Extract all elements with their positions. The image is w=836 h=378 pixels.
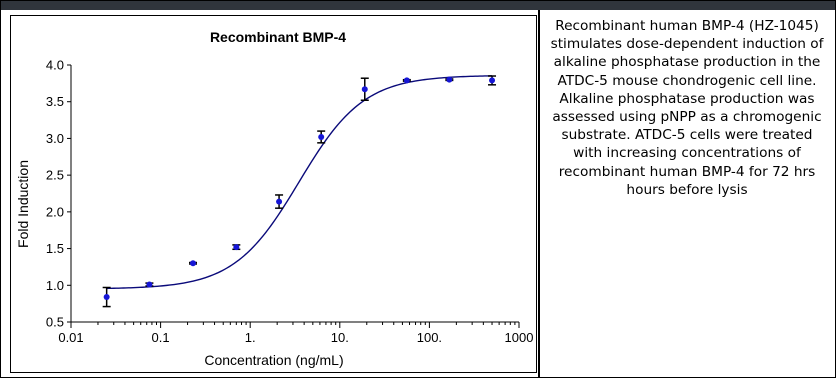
y-tick-label: 2.5 — [46, 168, 64, 183]
y-tick-label: 1.5 — [46, 241, 64, 256]
axes: 0.5 1.0 1.5 2.0 2.5 3.0 3.5 4.0 0.01 0.1 1. 10. 100.… — [46, 58, 534, 346]
x-tick-label: 100. — [417, 330, 442, 345]
fit-curve — [106, 75, 493, 290]
data-point — [446, 76, 453, 83]
data-point — [403, 77, 410, 84]
x-tick-label: 0.1 — [152, 330, 170, 345]
y-tick-label: 1.0 — [46, 278, 64, 293]
y-tick-label: 2.0 — [46, 204, 64, 219]
figure-description: Recombinant human BMP-4 (HZ-1045) stimul… — [550, 18, 824, 198]
x-tick-label: 1. — [245, 330, 256, 345]
y-tick-label: 4.0 — [46, 58, 64, 73]
data-point — [276, 198, 283, 205]
data-point — [489, 77, 496, 84]
y-tick-label: 0.5 — [46, 315, 64, 330]
data-points-layer — [102, 75, 497, 308]
x-tick-label: 1000 — [505, 330, 534, 345]
data-point — [318, 133, 325, 140]
data-point — [233, 244, 240, 251]
dose-response-chart: Recombinant BMP-4 Fold Induction Concent… — [15, 29, 534, 368]
x-tick-label: 0.01 — [58, 330, 83, 345]
chart-title: Recombinant BMP-4 — [210, 29, 346, 45]
fit-curve-layer — [106, 75, 493, 290]
y-tick-label: 3.0 — [46, 131, 64, 146]
y-axis-title: Fold Induction — [15, 160, 31, 248]
data-point — [146, 281, 153, 288]
data-point — [190, 260, 197, 267]
chart-panel: Recombinant BMP-4 Fold Induction Concent… — [10, 15, 537, 373]
data-point — [103, 294, 110, 301]
divider — [538, 10, 540, 377]
x-tick-label: 10. — [331, 330, 349, 345]
top-bar — [1, 1, 835, 10]
data-point — [361, 86, 368, 93]
y-tick-label: 3.5 — [46, 94, 64, 109]
x-axis-title: Concentration (ng/mL) — [204, 352, 343, 368]
